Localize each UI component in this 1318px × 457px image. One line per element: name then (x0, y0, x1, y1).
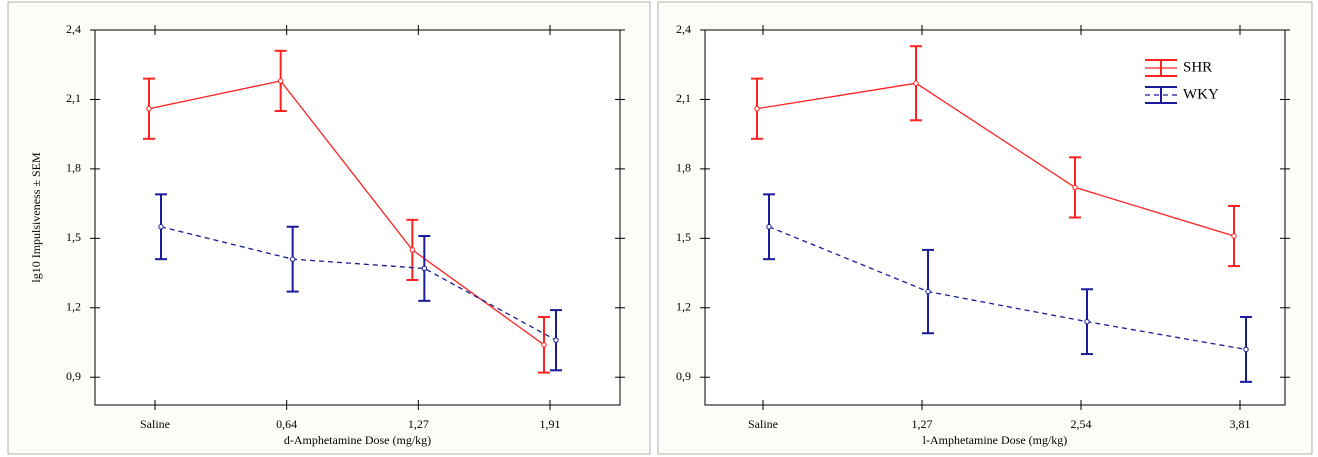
point (553, 337, 559, 343)
y-tick-label: 1,2 (66, 300, 81, 314)
legend-label: SHR (1183, 59, 1212, 75)
y-tick-label: 1,5 (676, 230, 691, 244)
series-line (768, 226, 1247, 351)
x-tick-label: Saline (140, 417, 170, 431)
y-tick-label: 1,5 (66, 230, 81, 244)
y-tick-label: 2,4 (66, 22, 81, 36)
y-tick-label: 1,8 (66, 161, 81, 175)
point (1243, 346, 1249, 353)
y-tick-label: 0,9 (66, 369, 81, 383)
point (158, 224, 164, 230)
x-axis-label: l-Amphetamine Dose (mg/kg) (923, 433, 1068, 447)
plot-area (94, 29, 621, 406)
y-tick-label: 2,1 (676, 91, 691, 105)
point (1084, 318, 1090, 325)
x-axis-label: d-Amphetamine Dose (mg/kg) (284, 433, 431, 447)
point (409, 247, 416, 253)
point (289, 256, 296, 262)
point (1072, 184, 1078, 191)
y-tick-label: 2,4 (676, 22, 691, 36)
legend-label: WKY (1183, 86, 1219, 102)
point (421, 265, 428, 272)
x-tick-label: 1,27 (408, 417, 429, 431)
plot-area (704, 29, 1286, 406)
point (766, 224, 772, 230)
point (1231, 233, 1237, 239)
y-tick-label: 2,1 (66, 91, 81, 105)
x-tick-label: 2,54 (1071, 417, 1092, 431)
y-tick-label: 0,9 (676, 369, 691, 383)
point (541, 342, 547, 348)
point (146, 106, 152, 112)
x-tick-label: 3,81 (1230, 417, 1251, 431)
point (913, 80, 919, 86)
series-line (160, 226, 557, 341)
x-tick-label: Saline (748, 417, 778, 431)
point (925, 288, 931, 295)
point (277, 78, 284, 84)
y-tick-label: 1,2 (676, 300, 691, 314)
x-tick-label: 1,91 (540, 417, 561, 431)
series-line (756, 82, 1235, 237)
y-axis-label: lg10 Impulsiveness ± SEM (29, 152, 43, 283)
y-tick-label: 1,8 (676, 161, 691, 175)
x-tick-label: 1,27 (912, 417, 933, 431)
x-tick-label: 0,64 (276, 417, 297, 431)
point (754, 106, 760, 112)
